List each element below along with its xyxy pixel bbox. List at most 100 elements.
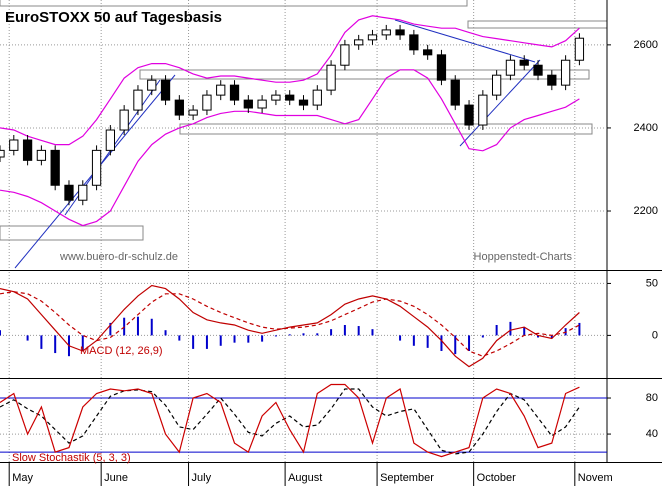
trend-line — [459, 59, 541, 147]
candle-body — [257, 99, 267, 109]
y-tick-label: 50 — [646, 277, 658, 289]
histogram-bar — [274, 335, 277, 337]
support-box — [139, 69, 590, 80]
x-tick-label: Novem — [578, 472, 613, 484]
candle-body — [271, 94, 281, 101]
histogram-bar — [440, 335, 443, 351]
histogram-bar — [136, 316, 139, 336]
candle-body — [326, 64, 336, 91]
x-tick-label: May — [12, 472, 33, 484]
histogram-bar — [109, 322, 112, 336]
histogram-bar — [261, 335, 264, 342]
candle-body — [574, 37, 585, 61]
candle-body — [395, 29, 405, 36]
histogram-bar — [26, 335, 29, 341]
candle-body — [547, 74, 557, 86]
histogram-bar — [81, 335, 84, 351]
trend-line — [394, 19, 536, 63]
candle-body — [147, 79, 157, 91]
series-line — [0, 284, 580, 368]
annotation: Hoppenstedt-Charts — [474, 251, 573, 263]
support-box — [179, 123, 593, 135]
candle-body — [312, 89, 322, 106]
histogram-bar — [550, 335, 553, 339]
candle-body — [409, 34, 419, 51]
candle-body — [64, 184, 74, 201]
y-tick-label: 2400 — [634, 122, 658, 134]
candle-body — [298, 99, 309, 106]
support-box — [0, 225, 144, 241]
histogram-bar — [0, 330, 1, 336]
histogram-bar — [454, 335, 457, 355]
candle-body — [505, 59, 516, 76]
histogram-bar — [316, 333, 319, 336]
candle-body — [450, 79, 460, 106]
x-tick-label: September — [380, 472, 434, 484]
candle-body — [105, 129, 116, 151]
candle-body — [188, 109, 198, 116]
candle-body — [133, 89, 143, 111]
histogram-bar — [150, 318, 153, 336]
histogram-bar — [578, 322, 581, 336]
panel-title: Slow Stochastik (5, 3, 3) — [12, 452, 131, 464]
histogram-bar — [192, 335, 195, 349]
histogram-bar — [523, 327, 526, 336]
candle-body — [367, 34, 378, 41]
candle-body — [533, 64, 543, 76]
candle-body — [340, 44, 350, 66]
series-line — [0, 383, 580, 458]
histogram-bar — [164, 330, 167, 336]
histogram-bar — [399, 335, 402, 341]
y-tick-label: 2600 — [634, 39, 658, 51]
histogram-bar — [412, 335, 415, 346]
histogram-bar — [509, 321, 512, 336]
y-tick-label: 0 — [652, 329, 658, 341]
x-tick-label: June — [104, 472, 128, 484]
candle-body — [0, 149, 5, 158]
panel-title: EuroSTOXX 50 auf Tagesbasis — [5, 9, 222, 26]
histogram-bar — [357, 326, 360, 336]
histogram-bar — [288, 334, 291, 336]
y-tick-label: 2200 — [634, 205, 658, 217]
histogram-bar — [247, 335, 250, 343]
candle-body — [216, 84, 226, 96]
histogram-bar — [495, 325, 498, 336]
x-tick-label: October — [477, 472, 516, 484]
candle-body — [50, 149, 60, 186]
y-tick-label: 80 — [646, 392, 658, 404]
candle-body — [354, 39, 364, 46]
candle-body — [174, 99, 184, 116]
series-line — [0, 388, 580, 455]
x-tick-label: August — [288, 472, 322, 484]
series-line — [0, 69, 580, 227]
candle-body — [423, 49, 433, 56]
histogram-bar — [343, 325, 346, 336]
candle-body — [478, 94, 488, 126]
histogram-bar — [302, 333, 305, 336]
candle-body — [36, 149, 47, 161]
panel-title: MACD (12, 26,9) — [80, 345, 163, 357]
candle-body — [78, 184, 88, 201]
candle-body — [160, 79, 171, 101]
histogram-bar — [537, 335, 540, 338]
histogram-bar — [481, 335, 484, 338]
histogram-bar — [40, 335, 43, 349]
histogram-bar — [178, 335, 181, 341]
candle-body — [202, 94, 212, 111]
y-tick-label: 40 — [646, 428, 658, 440]
annotation: www.buero-dr-schulz.de — [59, 251, 178, 263]
histogram-bar — [219, 335, 222, 346]
candle-body — [119, 109, 129, 131]
candle-body — [560, 59, 571, 86]
histogram-bar — [371, 329, 374, 336]
histogram-bar — [233, 335, 236, 343]
candle-body — [91, 149, 102, 186]
candle-body — [519, 59, 529, 66]
header-box — [0, 0, 468, 7]
histogram-bar — [54, 335, 57, 354]
histogram-bar — [330, 329, 333, 336]
series-line — [0, 15, 580, 146]
histogram-bar — [468, 335, 471, 351]
histogram-bar — [426, 335, 429, 348]
